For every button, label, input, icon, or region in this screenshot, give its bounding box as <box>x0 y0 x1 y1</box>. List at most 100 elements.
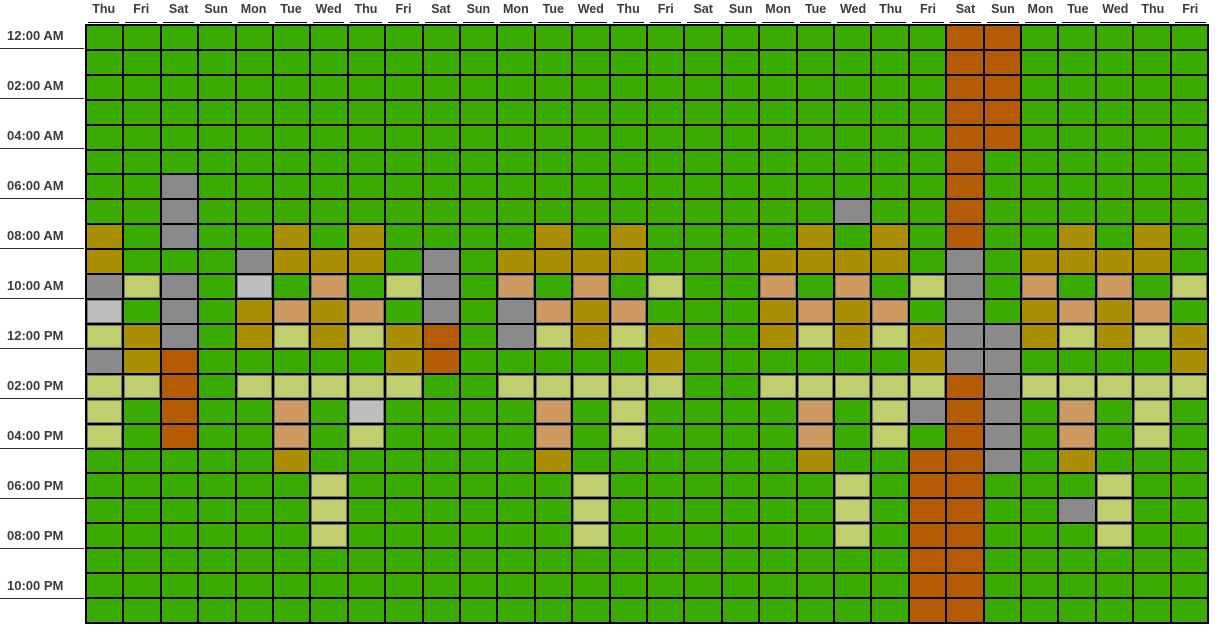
heatmap-cell[interactable] <box>236 50 272 74</box>
heatmap-cell[interactable] <box>423 549 459 573</box>
heatmap-cell[interactable] <box>535 26 572 49</box>
heatmap-cell[interactable] <box>648 175 684 199</box>
heatmap-cell[interactable] <box>199 26 235 49</box>
heatmap-cell[interactable] <box>124 349 160 373</box>
heatmap-cell[interactable] <box>311 50 347 74</box>
heatmap-cell[interactable] <box>87 200 123 224</box>
heatmap-cell[interactable] <box>199 100 235 124</box>
heatmap-cell[interactable] <box>87 499 123 523</box>
heatmap-cell[interactable] <box>386 26 422 49</box>
heatmap-cell[interactable] <box>535 474 572 498</box>
heatmap-cell[interactable] <box>386 150 422 174</box>
heatmap-cell[interactable] <box>161 399 198 423</box>
heatmap-cell[interactable] <box>386 599 422 622</box>
heatmap-cell[interactable] <box>760 524 796 548</box>
heatmap-cell[interactable] <box>461 424 497 448</box>
heatmap-cell[interactable] <box>498 175 534 199</box>
heatmap-cell[interactable] <box>648 349 684 373</box>
heatmap-cell[interactable] <box>461 75 497 99</box>
heatmap-cell[interactable] <box>1059 175 1095 199</box>
heatmap-cell[interactable] <box>1171 474 1207 498</box>
heatmap-cell[interactable] <box>984 100 1020 124</box>
heatmap-cell[interactable] <box>797 474 833 498</box>
heatmap-cell[interactable] <box>1096 449 1133 473</box>
heatmap-cell[interactable] <box>984 399 1020 423</box>
heatmap-cell[interactable] <box>984 374 1020 398</box>
heatmap-cell[interactable] <box>161 75 198 99</box>
heatmap-cell[interactable] <box>1134 574 1170 598</box>
heatmap-cell[interactable] <box>685 200 721 224</box>
heatmap-cell[interactable] <box>722 324 759 348</box>
heatmap-cell[interactable] <box>610 250 646 274</box>
heatmap-cell[interactable] <box>909 275 946 299</box>
heatmap-cell[interactable] <box>124 250 160 274</box>
heatmap-cell[interactable] <box>797 125 833 149</box>
heatmap-cell[interactable] <box>760 225 796 249</box>
heatmap-cell[interactable] <box>1096 275 1133 299</box>
heatmap-cell[interactable] <box>984 549 1020 573</box>
heatmap-cell[interactable] <box>760 125 796 149</box>
heatmap-cell[interactable] <box>124 50 160 74</box>
heatmap-cell[interactable] <box>573 225 609 249</box>
heatmap-cell[interactable] <box>236 324 272 348</box>
heatmap-cell[interactable] <box>1134 200 1170 224</box>
heatmap-cell[interactable] <box>535 50 572 74</box>
heatmap-cell[interactable] <box>386 424 422 448</box>
heatmap-cell[interactable] <box>835 275 871 299</box>
heatmap-cell[interactable] <box>423 399 459 423</box>
heatmap-cell[interactable] <box>760 175 796 199</box>
heatmap-cell[interactable] <box>535 150 572 174</box>
heatmap-cell[interactable] <box>984 524 1020 548</box>
heatmap-cell[interactable] <box>909 300 946 323</box>
heatmap-cell[interactable] <box>311 474 347 498</box>
heatmap-cell[interactable] <box>685 75 721 99</box>
heatmap-cell[interactable] <box>274 200 310 224</box>
heatmap-cell[interactable] <box>872 474 908 498</box>
heatmap-cell[interactable] <box>872 324 908 348</box>
heatmap-cell[interactable] <box>498 574 534 598</box>
heatmap-cell[interactable] <box>872 499 908 523</box>
heatmap-cell[interactable] <box>311 424 347 448</box>
heatmap-cell[interactable] <box>161 524 198 548</box>
heatmap-cell[interactable] <box>386 524 422 548</box>
heatmap-cell[interactable] <box>610 324 646 348</box>
heatmap-cell[interactable] <box>274 374 310 398</box>
heatmap-cell[interactable] <box>386 75 422 99</box>
heatmap-cell[interactable] <box>87 349 123 373</box>
heatmap-cell[interactable] <box>573 275 609 299</box>
heatmap-cell[interactable] <box>1134 324 1170 348</box>
heatmap-cell[interactable] <box>535 549 572 573</box>
heatmap-cell[interactable] <box>161 549 198 573</box>
heatmap-cell[interactable] <box>1022 275 1058 299</box>
heatmap-cell[interactable] <box>797 250 833 274</box>
heatmap-cell[interactable] <box>1134 250 1170 274</box>
heatmap-cell[interactable] <box>274 225 310 249</box>
heatmap-cell[interactable] <box>648 26 684 49</box>
heatmap-cell[interactable] <box>274 574 310 598</box>
heatmap-cell[interactable] <box>835 300 871 323</box>
heatmap-cell[interactable] <box>573 324 609 348</box>
heatmap-cell[interactable] <box>124 175 160 199</box>
heatmap-cell[interactable] <box>1022 200 1058 224</box>
heatmap-cell[interactable] <box>685 474 721 498</box>
heatmap-cell[interactable] <box>947 474 983 498</box>
heatmap-cell[interactable] <box>199 524 235 548</box>
heatmap-cell[interactable] <box>386 50 422 74</box>
heatmap-cell[interactable] <box>1171 449 1207 473</box>
heatmap-cell[interactable] <box>423 449 459 473</box>
heatmap-cell[interactable] <box>872 50 908 74</box>
heatmap-cell[interactable] <box>498 150 534 174</box>
heatmap-cell[interactable] <box>573 200 609 224</box>
heatmap-cell[interactable] <box>348 125 385 149</box>
heatmap-cell[interactable] <box>87 300 123 323</box>
heatmap-cell[interactable] <box>498 524 534 548</box>
heatmap-cell[interactable] <box>124 275 160 299</box>
heatmap-cell[interactable] <box>760 449 796 473</box>
heatmap-cell[interactable] <box>685 399 721 423</box>
heatmap-cell[interactable] <box>87 549 123 573</box>
heatmap-cell[interactable] <box>610 349 646 373</box>
heatmap-cell[interactable] <box>835 125 871 149</box>
heatmap-cell[interactable] <box>722 125 759 149</box>
heatmap-cell[interactable] <box>161 200 198 224</box>
heatmap-cell[interactable] <box>274 75 310 99</box>
